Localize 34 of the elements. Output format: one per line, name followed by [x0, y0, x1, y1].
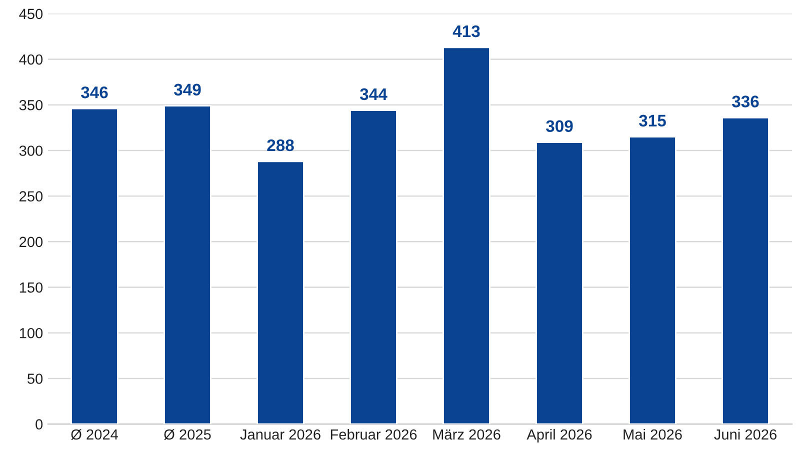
data-label: 288 [267, 139, 294, 152]
bar [350, 110, 398, 424]
data-label: 309 [546, 120, 573, 132]
data-label: 336 [732, 96, 759, 108]
y-tick-label: 200 [20, 236, 43, 248]
bar [164, 105, 212, 424]
y-tick-label: 0 [36, 419, 43, 430]
y-tick-label: 100 [20, 328, 43, 338]
x-tick-label: Januar 2026 [240, 429, 320, 440]
data-label: 349 [174, 84, 201, 96]
x-tick-label: Februar 2026 [330, 428, 417, 440]
x-tick-label: Ø 2025 [164, 429, 211, 440]
x-tick-label: Ø 2024 [71, 429, 118, 440]
data-label: 344 [360, 88, 388, 100]
y-tick-label: 150 [20, 282, 43, 293]
data-label: 346 [80, 86, 108, 98]
x-tick-label: März 2026 [433, 429, 500, 440]
y-tick-label: 250 [20, 191, 43, 202]
y-tick-label: 350 [19, 100, 43, 110]
bar [70, 108, 118, 424]
x-tick-label: Juni 2026 [714, 428, 776, 440]
y-tick-label: 450 [19, 8, 43, 20]
y-tick-label: 400 [19, 54, 43, 65]
data-label: 413 [452, 25, 480, 38]
bar [536, 142, 584, 424]
bar [722, 116, 770, 424]
bar [256, 160, 304, 424]
bar [628, 136, 676, 424]
data-label: 315 [638, 114, 666, 127]
x-tick-label: Mai 2026 [624, 428, 682, 440]
x-tick-label: April 2026 [526, 428, 592, 443]
bar [442, 46, 490, 424]
y-tick-label: 300 [19, 146, 43, 156]
y-tick-label: 50 [28, 374, 43, 384]
